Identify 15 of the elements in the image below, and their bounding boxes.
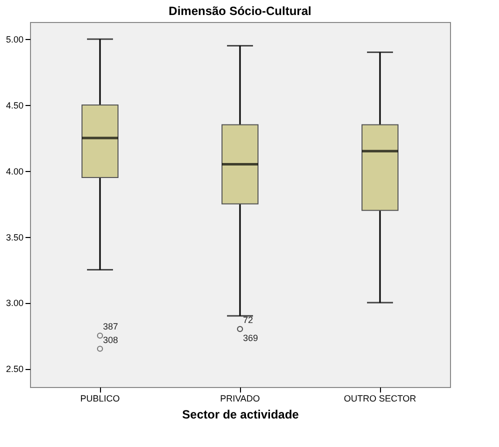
annotation: 308	[103, 334, 118, 345]
y-tick-label: 4.50	[6, 100, 24, 111]
x-tick-label: OUTRO SECTOR	[344, 394, 417, 404]
y-tick-label: 5.00	[6, 34, 24, 45]
x-axis-title: Sector de actividade	[182, 408, 300, 422]
y-tick-label: 3.50	[6, 232, 24, 242]
y-tick-label: 4.00	[6, 166, 24, 176]
annotation: 387	[103, 322, 118, 332]
x-tick-label: PRIVADO	[220, 394, 260, 404]
annotation: 369	[243, 333, 258, 344]
y-tick-label: 2.50	[6, 364, 24, 374]
x-tick-label: PUBLICO	[80, 394, 120, 404]
y-tick-label: 3.00	[6, 298, 24, 308]
chart-title: Dimensão Sócio-Cultural	[168, 4, 312, 18]
annotation: 72	[243, 315, 254, 326]
